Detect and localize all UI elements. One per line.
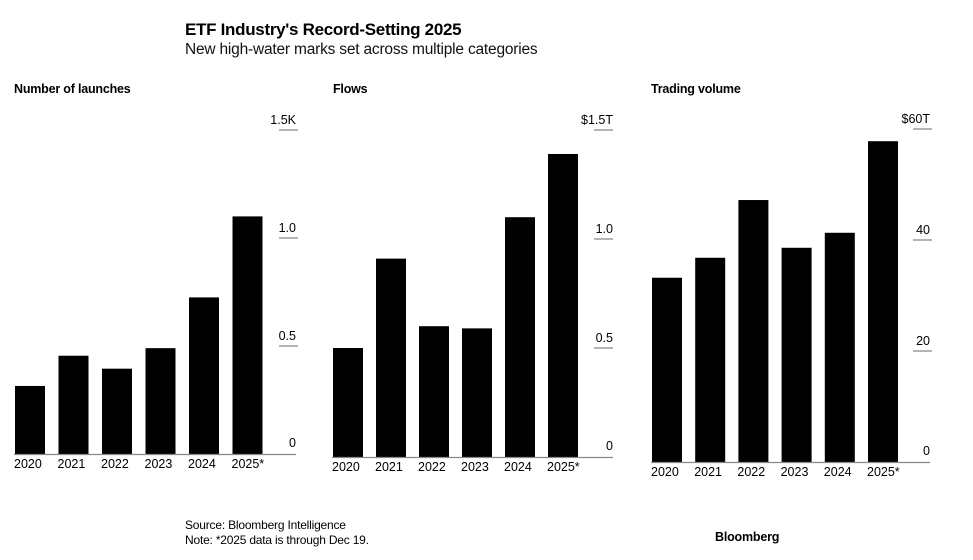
bar-2020 [652,277,682,462]
panel-title-launches: Number of launches [14,82,131,96]
y-tick-label: 0 [289,436,296,450]
x-tick-label: 2020 [332,460,360,474]
x-tick-label: 2024 [504,460,532,474]
bar-2022 [738,200,769,463]
x-tick-label: 2025* [232,457,265,471]
bar-2024 [505,217,535,457]
bloomberg-logo: Bloomberg [715,530,780,544]
bar-2024 [824,232,855,462]
panel-launches: 0 0.5 1.0 1.5K 2020 2021 2022 2023 2024 2025* [14,113,298,471]
y-tick-label: $60T [902,112,931,126]
bar-2024 [189,297,219,454]
y-tick-label: 0 [606,439,613,453]
chart-title: ETF Industry's Record-Setting 2025 [185,20,462,39]
panel-title-flows: Flows [333,82,368,96]
y-tick-label: 0.5 [596,331,613,345]
y-tick-label: 1.0 [279,221,296,235]
bar-2021 [695,257,726,462]
x-tick-label: 2020 [14,457,42,471]
bar-2025 [548,153,578,458]
y-tick-label: 20 [916,334,930,348]
bar-2025 [868,141,898,462]
bar-2023 [145,348,176,454]
x-tick-label: 2020 [651,465,679,479]
x-tick-label: 2022 [418,460,446,474]
bar-2023 [462,328,492,457]
bar-2020 [15,385,45,454]
note-text: Note: *2025 data is through Dec 19. [185,533,369,547]
x-tick-label: 2025* [547,460,580,474]
bar-2021 [376,258,406,457]
x-tick-label: 2024 [188,457,216,471]
y-tick-label: 0 [923,444,930,458]
bar-2023 [781,247,812,462]
x-tick-label: 2022 [737,465,765,479]
x-tick-label: 2024 [824,465,852,479]
x-tick-label: 2023 [145,457,173,471]
chart-subtitle: New high-water marks set across multiple… [185,41,538,58]
bar-2022 [102,368,132,454]
x-tick-label: 2023 [781,465,809,479]
x-tick-label: 2025* [867,465,900,479]
source-note: Source: Bloomberg Intelligence Note: *20… [185,518,369,548]
panel-trading-volume: 0 20 40 $60T 2020 2021 2022 2023 2024 2025* [651,112,932,479]
x-tick-label: 2021 [58,457,86,471]
y-tick-label: 0.5 [279,329,296,343]
bar-2022 [419,326,449,457]
x-tick-label: 2023 [461,460,489,474]
x-tick-label: 2021 [375,460,403,474]
panel-title-trading-volume: Trading volume [651,82,741,96]
x-tick-label: 2022 [101,457,129,471]
bar-2021 [58,355,89,454]
y-tick-label: 1.0 [596,222,613,236]
y-tick-label: $1.5T [581,113,613,127]
y-tick-label: 1.5K [270,113,296,127]
x-tick-label: 2021 [694,465,722,479]
panel-flows: 0 0.5 1.0 $1.5T 2020 2021 2022 2023 2024 2025* [332,113,613,474]
bar-2020 [333,348,363,457]
y-tick-label: 40 [916,223,930,237]
bar-2025 [232,216,263,454]
source-text: Source: Bloomberg Intelligence [185,518,346,532]
